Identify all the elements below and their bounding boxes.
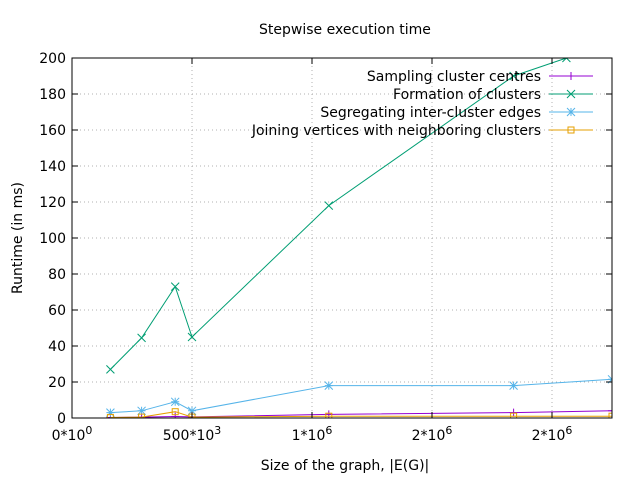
data-point: [170, 397, 180, 407]
chart-title: Stepwise execution time: [259, 22, 431, 38]
grid-layer: [72, 58, 612, 418]
data-point: [509, 71, 518, 81]
data-point: [137, 333, 146, 343]
data-point: [171, 408, 179, 416]
data-point: [509, 408, 518, 417]
data-point: [608, 406, 612, 415]
data-point: [137, 406, 146, 416]
data-point: [106, 413, 114, 418]
y-tick-label: 200: [39, 51, 66, 67]
series-2: [106, 374, 612, 417]
y-axis-label: Runtime (in ms): [10, 182, 26, 294]
x-tick-label: 500*103: [163, 424, 222, 444]
data-point: [187, 332, 197, 342]
y-tick-label: 120: [39, 195, 66, 211]
data-point: [324, 381, 334, 390]
y-tick-label: 60: [48, 303, 66, 319]
data-point: [106, 365, 115, 374]
data-point: [510, 412, 518, 418]
tick-layer: 0 20 40 60 80 100 120 140 160 180 200 0*100 500*103 1…: [39, 51, 612, 444]
data-point: [170, 282, 180, 291]
y-tick-label: 0: [57, 411, 66, 427]
legend-label: Joining vertices with neighboring cluste…: [251, 123, 541, 139]
legend-label: Sampling cluster centres: [367, 69, 541, 85]
legend-marker: [566, 89, 576, 99]
data-point: [509, 381, 518, 390]
x-tick-label: 2*106: [412, 424, 453, 444]
y-tick-label: 140: [39, 159, 66, 175]
x-tick-label: 0*100: [52, 424, 93, 444]
legend-label: Segregating inter-cluster edges: [320, 105, 541, 121]
x-tick-label: 1*106: [292, 424, 333, 444]
data-point: [325, 412, 333, 418]
data-point: [171, 412, 180, 418]
series-1: [106, 58, 571, 374]
y-tick-label: 20: [48, 375, 66, 391]
data-point: [106, 408, 115, 417]
y-tick-label: 40: [48, 339, 66, 355]
data-point: [562, 58, 571, 63]
legend-marker: [567, 126, 575, 134]
legend-marker: [567, 72, 575, 80]
data-point: [608, 412, 612, 418]
y-tick-label: 100: [39, 231, 66, 247]
y-tick-label: 160: [39, 123, 66, 139]
legend: Sampling cluster centres Formation of clu…: [251, 69, 593, 139]
x-tick-label: 2*106: [532, 424, 573, 444]
x-axis-label: Size of the graph, |E(G)|: [261, 458, 430, 474]
data-point: [138, 413, 146, 418]
legend-marker: [566, 107, 576, 117]
legend-label: Formation of clusters: [393, 87, 541, 103]
data-point: [187, 406, 197, 416]
y-tick-label: 180: [39, 87, 66, 103]
data-point: [324, 201, 334, 210]
series-line: [110, 378, 612, 414]
y-tick-label: 80: [48, 267, 66, 283]
